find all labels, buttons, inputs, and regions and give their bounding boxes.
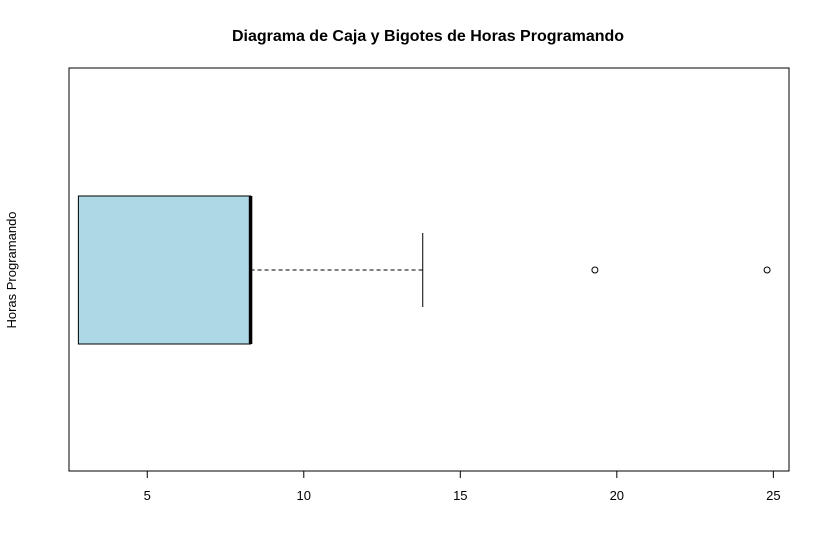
x-tick-label: 5 — [144, 488, 151, 503]
outlier-point — [763, 266, 771, 274]
box-iqr — [77, 195, 252, 345]
x-tick-label: 25 — [766, 488, 780, 503]
chart-title: Diagrama de Caja y Bigotes de Horas Prog… — [232, 28, 624, 45]
x-tick-label: 10 — [297, 488, 311, 503]
chart-marks — [77, 195, 771, 345]
outlier-point — [591, 266, 599, 274]
x-tick-label: 20 — [610, 488, 624, 503]
x-axis: 5 10 15 20 25 — [144, 470, 781, 503]
y-axis-label: Horas Programando — [4, 211, 19, 328]
x-tick-label: 15 — [453, 488, 467, 503]
